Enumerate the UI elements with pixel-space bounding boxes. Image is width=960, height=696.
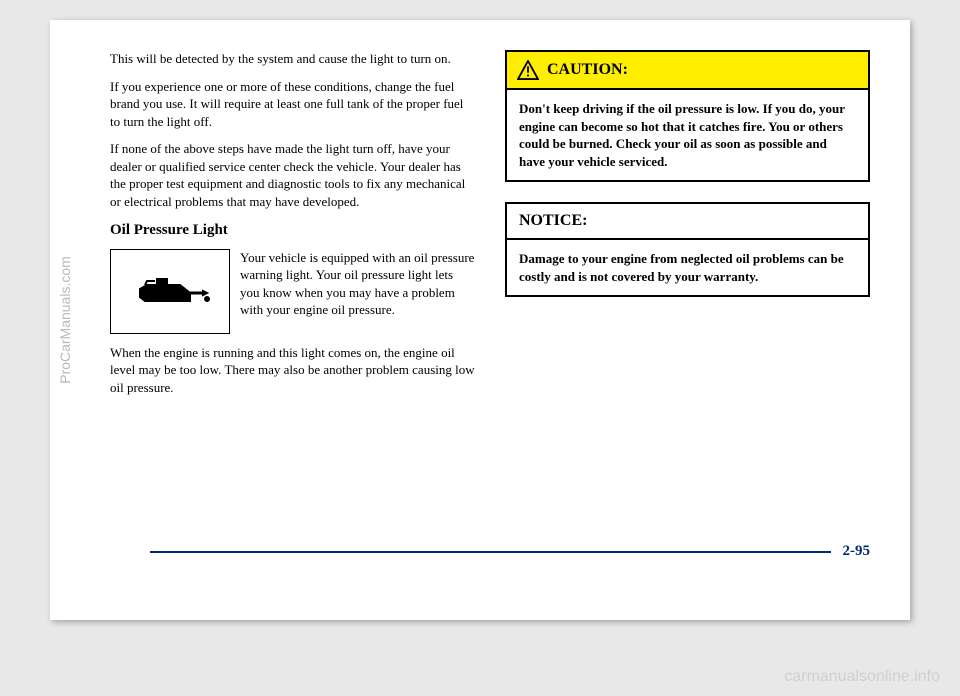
page-footer: 2-95	[150, 543, 870, 560]
side-watermark: ProCarManuals.com	[57, 256, 73, 384]
oil-pressure-icon	[110, 249, 230, 334]
bottom-watermark: carmanualsonline.info	[784, 668, 940, 686]
right-column: CAUTION: Don't keep driving if the oil p…	[505, 50, 870, 406]
notice-body: Damage to your engine from neglected oil…	[507, 240, 868, 295]
body-paragraph: If none of the above steps have made the…	[110, 140, 475, 210]
two-column-layout: This will be detected by the system and …	[110, 50, 870, 406]
body-paragraph: When the engine is running and this ligh…	[110, 344, 475, 397]
caution-body: Don't keep driving if the oil pressure i…	[507, 90, 868, 180]
body-paragraph: This will be detected by the system and …	[110, 50, 475, 68]
icon-description: Your vehicle is equipped with an oil pre…	[240, 249, 475, 334]
notice-box: NOTICE: Damage to your engine from negle…	[505, 202, 870, 297]
page-number: 2-95	[843, 543, 871, 560]
icon-with-text: Your vehicle is equipped with an oil pre…	[110, 249, 475, 334]
caution-header: CAUTION:	[507, 52, 868, 90]
left-column: This will be detected by the system and …	[110, 50, 475, 406]
caution-box: CAUTION: Don't keep driving if the oil p…	[505, 50, 870, 182]
manual-page: ProCarManuals.com This will be detected …	[50, 20, 910, 620]
footer-rule	[150, 551, 831, 553]
section-heading: Oil Pressure Light	[110, 220, 475, 240]
notice-label: NOTICE:	[507, 204, 868, 240]
body-paragraph: If you experience one or more of these c…	[110, 78, 475, 131]
caution-label: CAUTION:	[547, 61, 628, 79]
warning-triangle-icon	[517, 60, 539, 80]
